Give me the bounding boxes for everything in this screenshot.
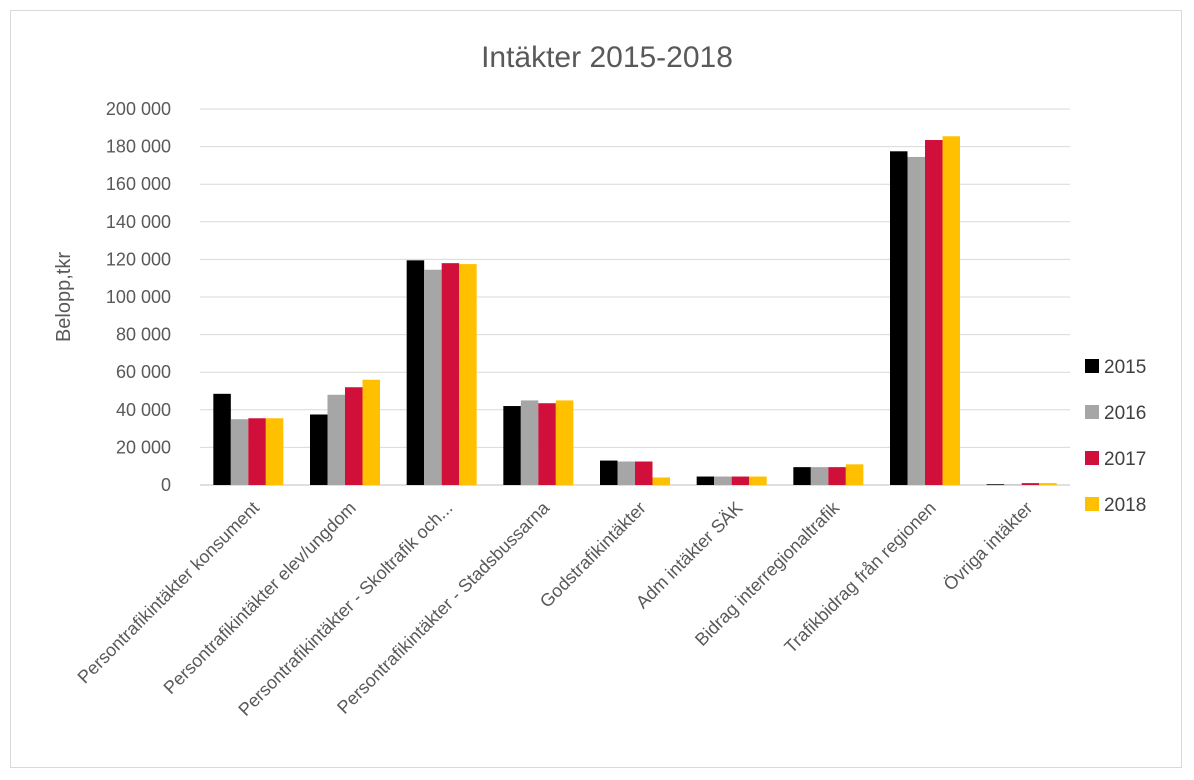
legend-label-2016: 2016 xyxy=(1104,403,1146,424)
bar-2015-4 xyxy=(600,460,618,485)
bar-2018-1 xyxy=(362,379,380,485)
y-tick-label: 100 000 xyxy=(106,287,171,307)
bar-2017-1 xyxy=(345,387,363,485)
category-labels: Persontrafikintäkter konsumentPersontraf… xyxy=(74,497,1037,720)
category-label: Persontrafikintäkter konsument xyxy=(74,498,264,688)
y-tick-label: 180 000 xyxy=(106,137,171,157)
bar-2017-0 xyxy=(248,418,266,485)
legend-swatch-2018 xyxy=(1085,497,1099,511)
bar-2018-4 xyxy=(652,477,670,485)
bar-2018-8 xyxy=(1039,483,1057,485)
category-label: Godstrafikintäkter xyxy=(536,498,650,612)
bar-2018-3 xyxy=(555,400,574,485)
category-label: Persontrafikintäkter elev/ungdom xyxy=(160,498,360,698)
bar-2015-5 xyxy=(696,476,715,485)
legend-swatch-2016 xyxy=(1085,405,1099,419)
bar-2015-6 xyxy=(793,467,811,485)
bar-2016-6 xyxy=(810,467,829,485)
y-axis-label: Belopp,tkr xyxy=(53,252,75,342)
legend-swatch-2017 xyxy=(1085,451,1099,465)
category-label: Övriga intäkter xyxy=(940,498,1037,595)
y-tick-label: 200 000 xyxy=(106,99,171,119)
category-label: Adm intäkter SÄK xyxy=(632,498,747,613)
bar-2017-5 xyxy=(731,476,750,485)
category-label: Persontrafikintäkter - Skoltrafik och... xyxy=(234,498,456,720)
y-tick-label: 0 xyxy=(161,475,171,495)
bar-2016-7 xyxy=(907,156,925,485)
chart-title: Intäkter 2015-2018 xyxy=(481,41,733,74)
y-tick-label: 60 000 xyxy=(116,362,171,382)
bar-2017-3 xyxy=(538,403,556,485)
legend-label-2015: 2015 xyxy=(1104,357,1146,378)
legend-swatch-2015 xyxy=(1085,359,1099,373)
bar-2016-4 xyxy=(617,461,635,485)
y-tick-label: 140 000 xyxy=(106,212,171,232)
bars xyxy=(213,136,1057,486)
y-tick-label: 40 000 xyxy=(116,400,171,420)
bar-2018-5 xyxy=(749,476,767,485)
y-tick-label: 120 000 xyxy=(106,249,171,269)
bar-2017-2 xyxy=(441,263,460,485)
y-tick-labels: 0 20 000 40 000 60 000 80 000 100 000 120 000 1… xyxy=(106,99,171,495)
legend-label-2018: 2018 xyxy=(1104,495,1146,516)
category-label: Persontrafikintäkter - Stadsbussarna xyxy=(333,497,554,718)
bar-2016-2 xyxy=(424,269,442,485)
bar-2017-7 xyxy=(925,140,943,485)
bar-2017-6 xyxy=(828,467,846,485)
bar-2015-7 xyxy=(890,151,908,486)
bar-2015-8 xyxy=(986,484,1005,486)
bar-2015-2 xyxy=(406,260,425,485)
bar-2015-1 xyxy=(310,414,328,485)
bar-2016-5 xyxy=(714,476,732,485)
legend-label-2017: 2017 xyxy=(1104,449,1146,470)
bar-2018-2 xyxy=(459,264,477,485)
bar-2017-8 xyxy=(1021,483,1040,485)
y-tick-label: 160 000 xyxy=(106,174,171,194)
bar-2015-3 xyxy=(503,406,521,485)
bar-2018-0 xyxy=(265,418,284,485)
bar-2018-7 xyxy=(942,136,960,485)
bar-2016-3 xyxy=(520,400,539,485)
bar-2015-0 xyxy=(213,393,231,485)
bar-2016-1 xyxy=(327,394,345,485)
y-tick-label: 20 000 xyxy=(116,437,171,457)
bar-2017-4 xyxy=(635,461,653,485)
legend: 2015 2016 2017 2018 xyxy=(1085,357,1146,516)
bar-2016-8 xyxy=(1004,484,1022,486)
y-tick-label: 80 000 xyxy=(116,325,171,345)
bar-2018-6 xyxy=(845,464,864,485)
bar-2016-0 xyxy=(230,419,249,485)
